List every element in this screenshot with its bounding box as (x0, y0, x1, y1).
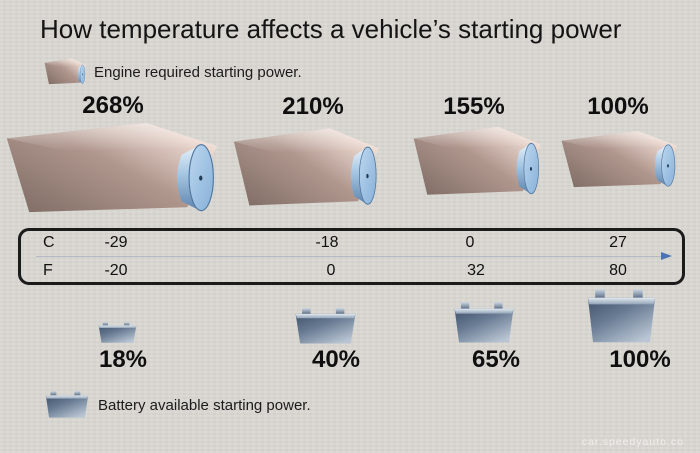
engine-pct-label-1: 268% (82, 92, 144, 119)
celsius-row-label: C (43, 234, 55, 251)
fahrenheit-tick-1: -20 (104, 262, 128, 279)
celsius-tick-1: -29 (104, 234, 128, 251)
battery-pictogram-100 (587, 289, 656, 343)
celsius-tick-3: 0 (465, 234, 475, 251)
engine-pct-label-4: 100% (587, 93, 649, 120)
battery-pictogram-40 (295, 308, 356, 344)
battery-pct-label-3: 65% (471, 346, 521, 373)
battery-legend-row (44, 391, 90, 418)
battery-pct-label-4: 100% (609, 346, 671, 373)
horn-pictogram-210 (233, 127, 380, 206)
battery-pct-label-1: 18% (98, 346, 148, 373)
engine-legend-label: Engine required starting power. (94, 64, 302, 81)
temperature-axis-panel: C -29 -18 0 27 F -20 0 32 80 (18, 228, 685, 285)
horn-pictogram-155 (413, 126, 542, 196)
battery-pct-label-2: 40% (311, 346, 361, 373)
watermark-text: car.speedyauto.co (581, 436, 684, 448)
battery-pictogram-65 (454, 302, 514, 343)
fahrenheit-tick-4: 80 (609, 262, 627, 279)
chart-title: How temperature affects a vehicle’s star… (40, 14, 622, 44)
battery-pictogram-18 (98, 322, 137, 343)
battery-legend-label: Battery available starting power. (98, 397, 311, 414)
horn-pictogram-100 (561, 130, 678, 188)
engine-legend-row (44, 57, 86, 85)
right-arrow-icon (661, 252, 672, 260)
fahrenheit-row-label: F (43, 262, 53, 279)
celsius-tick-2: -18 (315, 234, 339, 251)
car-battery-icon (45, 391, 89, 418)
fahrenheit-tick-3: 32 (467, 262, 485, 279)
fahrenheit-tick-2: 0 (326, 262, 336, 279)
engine-pct-label-2: 210% (282, 93, 344, 120)
horn-pictogram-268 (6, 122, 218, 213)
celsius-tick-4: 27 (609, 234, 627, 251)
engine-pct-label-3: 155% (443, 93, 505, 120)
horn-speaker-icon (44, 58, 86, 85)
temperature-axis-line (36, 256, 661, 257)
